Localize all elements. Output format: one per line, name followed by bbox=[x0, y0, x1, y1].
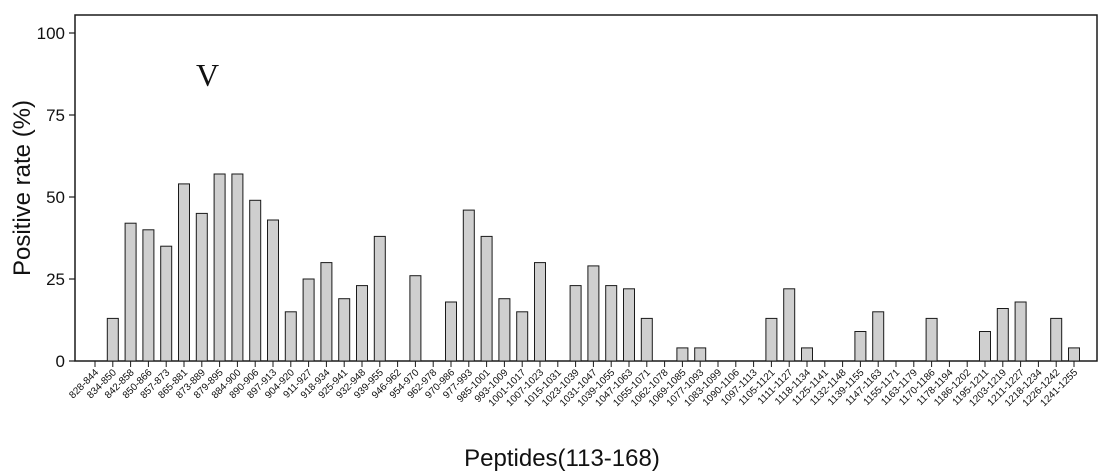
bar-985-1001 bbox=[480, 235, 493, 362]
bar-1147-1163 bbox=[872, 311, 885, 362]
y-axis-label: Positive rate (%) bbox=[9, 100, 36, 276]
bar-1047-1063 bbox=[623, 288, 635, 362]
bar-939-955 bbox=[373, 235, 386, 362]
bar-1077-1093 bbox=[694, 347, 707, 362]
bar-904-920 bbox=[284, 311, 297, 362]
y-tick-label: 75 bbox=[46, 106, 65, 125]
bar-1069-1085 bbox=[676, 347, 689, 362]
y-tick-label: 25 bbox=[46, 270, 65, 289]
bar-970-986 bbox=[445, 301, 457, 362]
bar-873-889 bbox=[195, 212, 208, 362]
bar-1039-1055 bbox=[605, 285, 618, 362]
bar-1241-1255 bbox=[1068, 347, 1080, 362]
y-tick-label: 0 bbox=[56, 352, 65, 371]
bar-890-906 bbox=[249, 199, 262, 362]
bar-842-858 bbox=[124, 222, 137, 362]
y-tick-label: 50 bbox=[46, 188, 65, 207]
bar-884-900 bbox=[231, 173, 244, 362]
plot-frame bbox=[74, 14, 1098, 362]
bar-897-913 bbox=[267, 219, 279, 362]
bar-1211-1227 bbox=[1014, 301, 1027, 362]
bar-918-934 bbox=[320, 262, 333, 362]
bar-911-927 bbox=[302, 278, 315, 362]
bar-1203-1219 bbox=[996, 308, 1009, 362]
bar-850-866 bbox=[142, 229, 155, 362]
bar-1105-1121 bbox=[765, 317, 778, 362]
bar-1226-1242 bbox=[1050, 317, 1063, 362]
bar-1023-1039 bbox=[569, 285, 582, 362]
bar-834-850 bbox=[106, 317, 119, 362]
y-axis: 0 25 50 75 100 bbox=[37, 24, 75, 371]
bar-932-948 bbox=[356, 285, 368, 362]
bar-1007-1023 bbox=[534, 262, 546, 362]
bar-1118-1134 bbox=[801, 347, 813, 362]
y-tick-label: 100 bbox=[37, 24, 65, 43]
bar-1111-1127 bbox=[783, 288, 796, 362]
bars bbox=[106, 173, 1080, 362]
bar-1195-1211 bbox=[979, 331, 991, 362]
bar-857-873 bbox=[160, 245, 173, 362]
bar-1031-1047 bbox=[587, 265, 600, 362]
bar-954-970 bbox=[409, 275, 422, 362]
bar-925-941 bbox=[338, 298, 351, 362]
bar-993-1009 bbox=[498, 298, 511, 362]
bar-1001-1017 bbox=[516, 311, 529, 362]
bar-1170-1186 bbox=[925, 317, 938, 362]
x-axis: 828-844834-850842-858850-866857-873865-8… bbox=[67, 361, 1080, 409]
bar-865-881 bbox=[178, 183, 190, 362]
panel-annotation: V bbox=[196, 57, 219, 93]
bar-977-993 bbox=[462, 209, 475, 362]
bar-1139-1155 bbox=[854, 331, 867, 362]
bar-1055-1071 bbox=[640, 317, 653, 362]
x-axis-label: Peptides(113-168) bbox=[464, 445, 660, 472]
bar-879-895 bbox=[213, 173, 226, 362]
